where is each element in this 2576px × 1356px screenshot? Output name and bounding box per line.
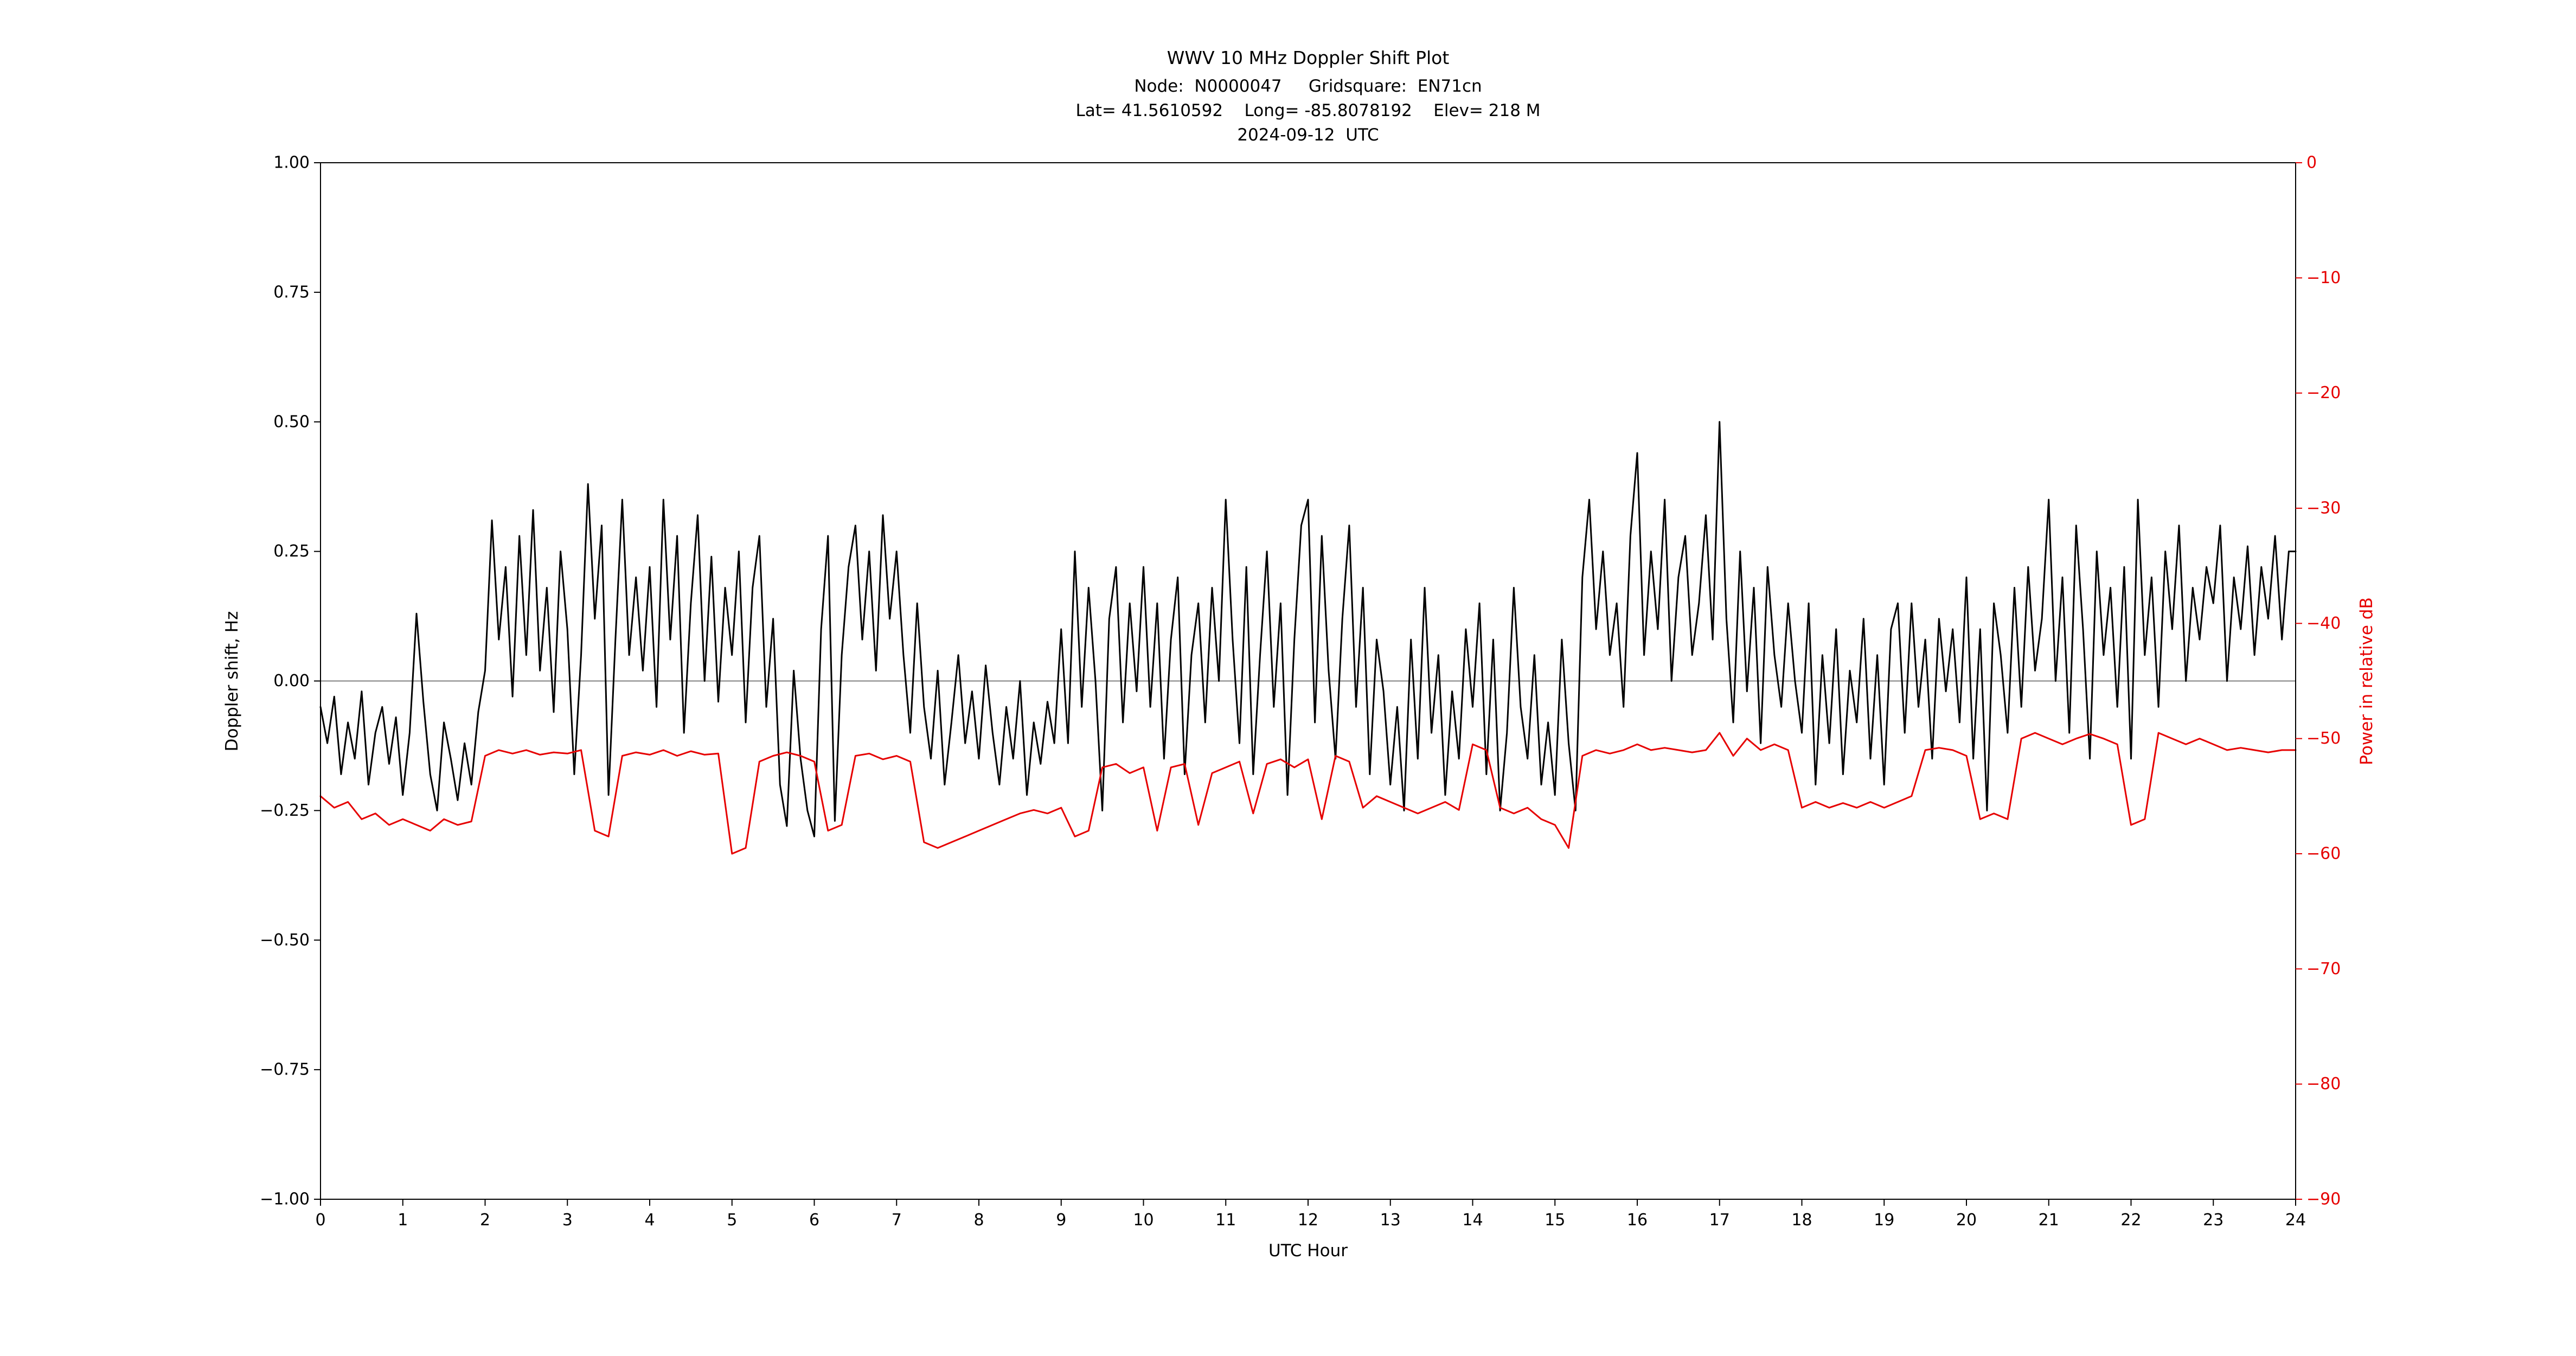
x-tick-label: 11	[1215, 1211, 1236, 1230]
y-right-tick-label: −40	[2306, 614, 2341, 633]
x-tick-label: 14	[1462, 1211, 1483, 1230]
y-left-tick-label: 0.00	[273, 671, 310, 690]
x-tick-label: 21	[2039, 1211, 2059, 1230]
y-left-tick-label: −0.50	[260, 931, 310, 950]
x-tick-label: 23	[2203, 1211, 2223, 1230]
x-tick-label: 24	[2285, 1211, 2306, 1230]
y-right-tick-label: 0	[2306, 153, 2317, 172]
y-left-tick-label: 0.25	[273, 542, 310, 561]
y-right-tick-label: −30	[2306, 499, 2341, 518]
y-left-tick-label: −0.75	[260, 1060, 310, 1079]
y-right-tick-label: −20	[2306, 383, 2341, 402]
x-tick-label: 6	[809, 1211, 819, 1230]
x-tick-label: 3	[562, 1211, 573, 1230]
y-axis-label-right: Power in relative dB	[2357, 597, 2376, 765]
x-tick-label: 16	[1627, 1211, 1648, 1230]
y-right-tick-label: −10	[2306, 268, 2341, 287]
y-left-tick-label: 1.00	[273, 153, 310, 172]
chart-subtitle-location: Lat= 41.5610592 Long= -85.8078192 Elev= …	[1075, 101, 1541, 120]
x-tick-label: 20	[1956, 1211, 1977, 1230]
y-left-tick-label: −1.00	[260, 1190, 310, 1209]
x-tick-label: 19	[1874, 1211, 1894, 1230]
x-tick-label: 7	[892, 1211, 902, 1230]
x-axis-label: UTC Hour	[1268, 1241, 1348, 1261]
y-right-tick-label: −60	[2306, 845, 2341, 864]
y-left-tick-label: 0.50	[273, 412, 310, 431]
x-tick-label: 4	[644, 1211, 655, 1230]
chart-subtitle-node: Node: N0000047 Gridsquare: EN71cn	[1134, 76, 1482, 96]
series-line-power-relative-db	[319, 732, 2297, 855]
y-right-tick-label: −80	[2306, 1074, 2341, 1093]
y-right-tick-label: −90	[2306, 1190, 2341, 1209]
x-tick-label: 9	[1056, 1211, 1066, 1230]
y-right-tick-label: −70	[2306, 960, 2341, 978]
x-tick-label: 12	[1298, 1211, 1318, 1230]
title-block: WWV 10 MHz Doppler Shift Plot Node: N000…	[321, 46, 2296, 148]
x-tick-label: 13	[1380, 1211, 1401, 1230]
series-line-doppler-shift-hz	[319, 421, 2297, 837]
x-tick-label: 18	[1791, 1211, 1812, 1230]
x-tick-label: 0	[315, 1211, 325, 1230]
chart-title: WWV 10 MHz Doppler Shift Plot	[1167, 47, 1450, 68]
y-left-tick-label: −0.25	[260, 801, 310, 820]
x-tick-label: 5	[727, 1211, 737, 1230]
x-tick-label: 15	[1545, 1211, 1565, 1230]
x-tick-label: 8	[973, 1211, 984, 1230]
y-left-tick-label: 0.75	[273, 283, 310, 302]
x-tick-label: 17	[1709, 1211, 1730, 1230]
x-tick-label: 1	[398, 1211, 408, 1230]
chart-subtitle-date: 2024-09-12 UTC	[1237, 125, 1379, 145]
x-tick-label: 2	[480, 1211, 490, 1230]
y-axis-label-left: Doppler shift, Hz	[222, 611, 242, 752]
x-tick-label: 10	[1133, 1211, 1154, 1230]
y-right-tick-label: −50	[2306, 729, 2341, 748]
x-tick-label: 22	[2120, 1211, 2141, 1230]
